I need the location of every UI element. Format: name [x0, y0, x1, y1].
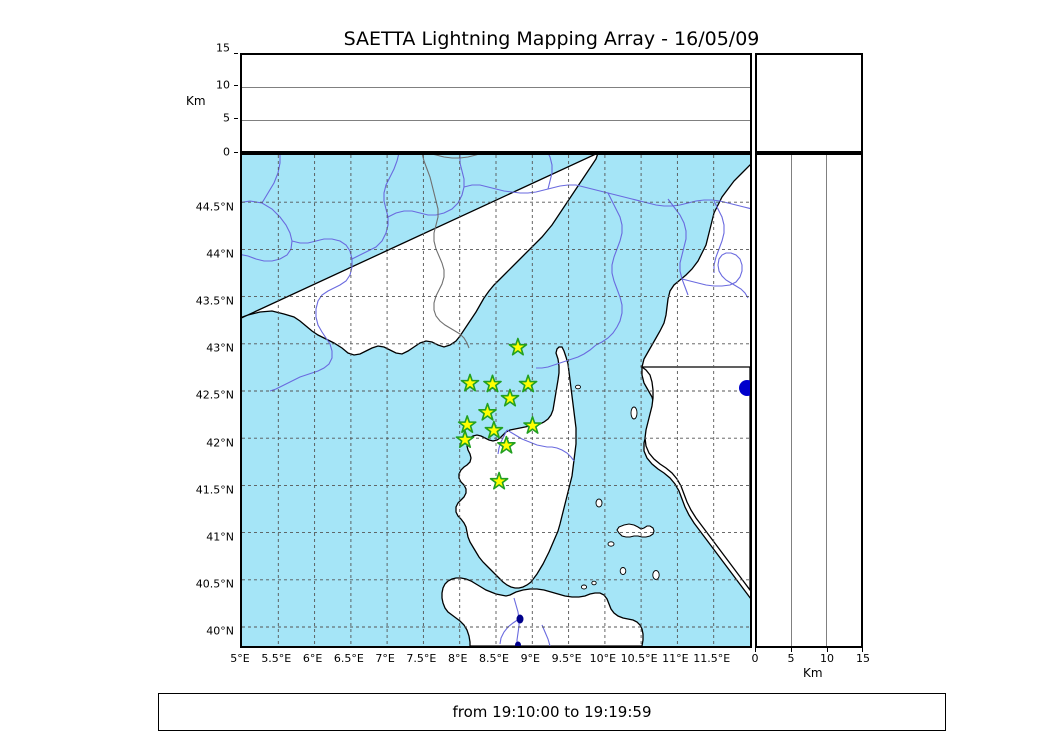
- river-isere: [351, 155, 400, 260]
- status-bar: from 19:10:00 to 19:19:59: [158, 693, 946, 731]
- tick-map-lon-8.5: 8.5°E: [479, 652, 509, 665]
- tick-right-x-0: 0: [751, 652, 759, 665]
- tick-map-lon-10.5: 10.5°E: [620, 652, 658, 665]
- tickmark-right-15: [862, 648, 863, 652]
- tick-map-lat-44.5: 44.5°N: [195, 200, 234, 214]
- page-title: SAETTA Lightning Mapping Array - 16/05/0…: [343, 28, 760, 50]
- river-ticino: [547, 155, 553, 190]
- coastline-corsica: [455, 346, 577, 589]
- river-lake-trasimeno-area: [681, 252, 749, 299]
- island-small-north: [630, 406, 638, 420]
- gridline-x-10: [825, 155, 827, 646]
- tick-map-lat-44: 44°N: [206, 247, 234, 261]
- island-giglio: [619, 567, 627, 575]
- tick-map-lon-8: 8°E: [447, 652, 468, 665]
- tick-top-y-0: 0: [223, 145, 230, 159]
- tick-map-lat-40: 40°N: [206, 624, 234, 638]
- tick-map-lat-40.5: 40.5°N: [195, 577, 234, 591]
- tickmark-top-10: [234, 85, 238, 87]
- coastline-mainland: [242, 155, 750, 599]
- tick-map-lon-5: 5°E: [230, 652, 250, 665]
- tickmark-top-0: [234, 152, 238, 153]
- tick-right-x-15: 15: [856, 652, 870, 665]
- country-borders: [421, 155, 478, 349]
- tick-right-x-10: 10: [820, 652, 834, 665]
- tick-map-lon-11.5: 11.5°E: [693, 652, 731, 665]
- gridline-y-5: [242, 119, 750, 121]
- gridline-y-10: [242, 87, 750, 89]
- axis-label-right-km: Km: [803, 666, 823, 680]
- lakes: [515, 614, 524, 646]
- tick-map-lat-42.5: 42.5°N: [195, 388, 234, 402]
- river-golo-corsica: [506, 429, 575, 462]
- tick-top-y-10: 10: [216, 78, 230, 92]
- tick-map-lon-6.5: 6.5°E: [333, 652, 364, 665]
- tickmark-right-5: [791, 648, 792, 652]
- lake-sardinia-south: [515, 641, 521, 646]
- tick-map-lat-41: 41°N: [206, 530, 234, 544]
- island-caprera: [591, 580, 597, 586]
- river-rhone-upper: [242, 200, 293, 262]
- tick-right-x-5: 5: [787, 652, 795, 665]
- river-arno: [595, 192, 623, 346]
- coastline-elba: [616, 523, 655, 538]
- river-po-west: [387, 155, 465, 218]
- river-corsica-branch: [497, 429, 508, 455]
- panel-altitude-longitude: [240, 53, 752, 153]
- axis-label-top-km: Km: [186, 94, 206, 108]
- island-gorgona: [575, 384, 581, 390]
- river-piave: [713, 200, 725, 273]
- river-coast-tuscany: [536, 344, 597, 369]
- rivers: [242, 155, 750, 646]
- tick-map-lon-11: 11°E: [662, 652, 689, 665]
- tick-map-lon-9.5: 9.5°E: [551, 652, 582, 665]
- tick-map-lon-7.5: 7.5°E: [406, 652, 437, 665]
- island-maddalena: [580, 584, 588, 590]
- border-france-switzerland: [433, 155, 478, 159]
- tickmark-right-10: [827, 648, 828, 652]
- vhf-source-marker[interactable]: [739, 380, 750, 396]
- tick-map-lon-7: 7°E: [375, 652, 395, 665]
- map-svg: [242, 155, 750, 646]
- tick-top-y-15: 15: [216, 41, 230, 55]
- status-text: from 19:10:00 to 19:19:59: [452, 703, 652, 721]
- island-capraia: [595, 498, 603, 508]
- map-gridlines: [242, 155, 750, 646]
- tickmark-top-5: [234, 117, 238, 119]
- tick-map-lon-9: 9°E: [520, 652, 541, 665]
- panel-map[interactable]: [240, 153, 752, 648]
- tickmark-right-0: [755, 648, 756, 652]
- panel-altitude-longitude-inner: [242, 55, 750, 151]
- tick-map-lat-41.5: 41.5°N: [195, 483, 234, 497]
- river-saone: [261, 155, 281, 204]
- tick-map-lon-5.5: 5.5°E: [261, 652, 292, 665]
- tick-top-y-5: 5: [223, 111, 230, 125]
- river-sardinia-branch: [499, 618, 520, 645]
- coastline-sardinia: [441, 577, 644, 646]
- island-pianosa: [607, 541, 615, 547]
- border-france-italy: [421, 155, 470, 349]
- gridline-x-5: [791, 155, 793, 646]
- landmasses: [242, 155, 750, 646]
- panel-latitude-altitude: [755, 153, 863, 648]
- tick-map-lat-43.5: 43.5°N: [195, 294, 234, 308]
- tickmark-top-15: [234, 53, 238, 54]
- tick-map-lat-43: 43°N: [206, 341, 234, 355]
- island-montecristo: [652, 570, 660, 580]
- tick-map-lat-42: 42°N: [206, 436, 234, 450]
- coastline-italy-tuscany: [640, 366, 750, 592]
- panel-latitude-altitude-inner: [757, 155, 861, 646]
- panel-corner: [755, 53, 863, 153]
- tick-map-lon-6: 6°E: [302, 652, 323, 665]
- river-durance: [269, 238, 353, 392]
- tick-map-lon-10: 10°E: [589, 652, 617, 665]
- lake-sardinia-coghinas: [516, 614, 524, 624]
- river-sardinia-east: [541, 624, 551, 646]
